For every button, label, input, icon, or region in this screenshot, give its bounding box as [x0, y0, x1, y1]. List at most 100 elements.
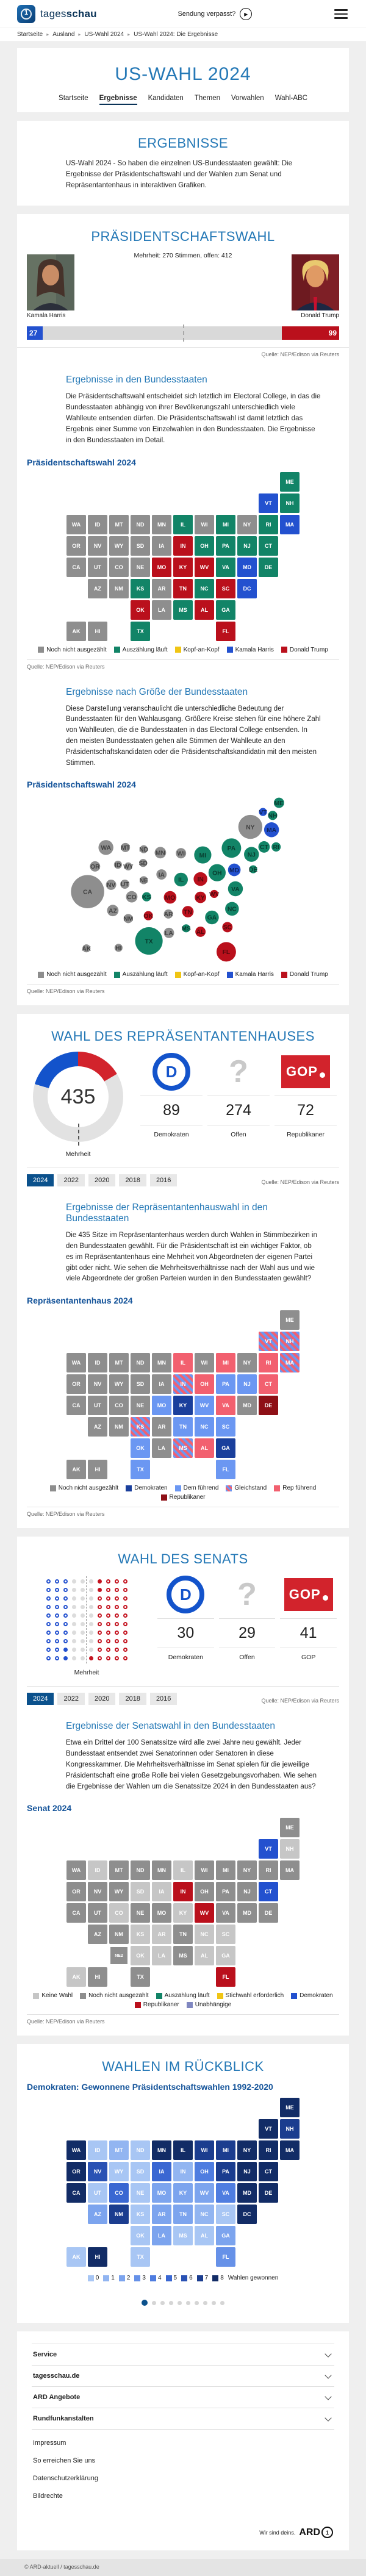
- state-tile-KS[interactable]: KS: [131, 1925, 150, 1945]
- footer-accordion-service[interactable]: Service: [32, 2344, 334, 2365]
- state-tile-SD[interactable]: SD: [131, 2162, 150, 2182]
- state-tile-OK[interactable]: OK: [131, 1946, 150, 1966]
- state-tile-FL[interactable]: FL: [216, 2247, 235, 2267]
- state-bubble-MO[interactable]: MO: [163, 891, 177, 904]
- state-tile-OH[interactable]: OH: [195, 1374, 214, 1394]
- state-tile-WA[interactable]: WA: [66, 514, 86, 534]
- state-tile-OK[interactable]: OK: [131, 1438, 150, 1458]
- state-tile-ID[interactable]: ID: [88, 514, 107, 534]
- state-tile-FL[interactable]: FL: [216, 621, 235, 641]
- state-tile-CA[interactable]: CA: [66, 1396, 86, 1416]
- state-tile-UT[interactable]: UT: [88, 1903, 107, 1923]
- pagination-dot-8[interactable]: [203, 2300, 207, 2305]
- state-tile-TN[interactable]: TN: [173, 1925, 193, 1945]
- state-tile-ND[interactable]: ND: [131, 1860, 150, 1881]
- state-tile-NJ[interactable]: NJ: [237, 1882, 257, 1902]
- state-tile-PA[interactable]: PA: [216, 1374, 235, 1394]
- state-bubble-ND[interactable]: ND: [139, 845, 149, 853]
- state-tile-CO[interactable]: CO: [109, 1396, 129, 1416]
- year-button-2022[interactable]: 2022: [57, 1174, 85, 1187]
- state-tile-AZ[interactable]: AZ: [88, 578, 107, 598]
- pagination-dot-3[interactable]: [160, 2300, 165, 2305]
- state-bubble-WI[interactable]: WI: [176, 848, 187, 859]
- state-tile-DC[interactable]: DC: [237, 2205, 257, 2225]
- state-bubble-KY[interactable]: KY: [195, 892, 207, 903]
- state-tile-TN[interactable]: TN: [173, 2205, 193, 2225]
- state-bubble-WA[interactable]: WA: [98, 840, 113, 855]
- state-tile-NE[interactable]: NE: [131, 2183, 150, 2203]
- state-tile-IN[interactable]: IN: [173, 2162, 193, 2182]
- state-bubble-IL[interactable]: IL: [174, 873, 188, 887]
- state-tile-TX[interactable]: TX: [131, 2247, 150, 2267]
- state-bubble-MD[interactable]: MD: [228, 864, 241, 877]
- state-tile-HI[interactable]: HI: [88, 1967, 107, 1987]
- state-tile-TX[interactable]: TX: [131, 1460, 150, 1480]
- state-tile-SC[interactable]: SC: [216, 2205, 235, 2225]
- tab-ergebnisse[interactable]: Ergebnisse: [99, 95, 137, 105]
- state-tile-AK[interactable]: AK: [66, 2247, 86, 2267]
- state-tile-NC[interactable]: NC: [195, 578, 214, 598]
- state-bubble-MI[interactable]: MI: [194, 846, 212, 864]
- state-bubble-ME[interactable]: ME: [273, 798, 284, 808]
- pagination-dot-1[interactable]: [142, 2300, 148, 2306]
- state-tile-MD[interactable]: MD: [237, 2183, 257, 2203]
- state-tile-OH[interactable]: OH: [195, 536, 214, 556]
- footer-accordion-tagesschau-de[interactable]: tagesschau.de: [32, 2365, 334, 2386]
- state-tile-WA[interactable]: WA: [66, 1353, 86, 1373]
- state-tile-MI[interactable]: MI: [216, 2140, 235, 2161]
- state-tile-AK[interactable]: AK: [66, 621, 86, 641]
- state-tile-VA[interactable]: VA: [216, 2183, 235, 2203]
- state-bubble-CO[interactable]: CO: [126, 891, 138, 903]
- state-tile-NV[interactable]: NV: [88, 1882, 107, 1902]
- state-tile-PA[interactable]: PA: [216, 536, 235, 556]
- state-tile-FL[interactable]: FL: [216, 1967, 235, 1987]
- tagesschau-logo[interactable]: tagesschau: [17, 5, 97, 23]
- state-tile-MO[interactable]: MO: [152, 557, 171, 577]
- state-tile-CO[interactable]: CO: [109, 557, 129, 577]
- state-tile-GA[interactable]: GA: [216, 1946, 235, 1966]
- menu-icon[interactable]: [333, 5, 349, 23]
- state-tile-WY[interactable]: WY: [109, 2162, 129, 2182]
- state-tile-ND[interactable]: ND: [131, 1353, 150, 1373]
- state-tile-DE[interactable]: DE: [259, 1396, 278, 1416]
- state-tile-AR[interactable]: AR: [152, 1925, 171, 1945]
- state-bubble-AR[interactable]: AR: [163, 909, 174, 919]
- state-tile-MT[interactable]: MT: [109, 1860, 129, 1881]
- state-tile-NC[interactable]: NC: [195, 1417, 214, 1437]
- state-tile-NM[interactable]: NM: [109, 1925, 129, 1945]
- state-tile-NE[interactable]: NE: [131, 557, 150, 577]
- state-tile-IA[interactable]: IA: [152, 1882, 171, 1902]
- state-tile-SD[interactable]: SD: [131, 536, 150, 556]
- state-tile-MI[interactable]: MI: [216, 1860, 235, 1881]
- state-tile-MT[interactable]: MT: [109, 1353, 129, 1373]
- state-tile-CT[interactable]: CT: [259, 1882, 278, 1902]
- state-tile-WI[interactable]: WI: [195, 1353, 214, 1373]
- state-tile-NE[interactable]: NE: [131, 1903, 150, 1923]
- state-bubble-MT[interactable]: MT: [121, 843, 131, 853]
- state-tile-NY[interactable]: NY: [237, 514, 257, 534]
- state-tile-NJ[interactable]: NJ: [237, 2162, 257, 2182]
- state-bubble-SC[interactable]: SC: [222, 922, 233, 933]
- state-tile-CT[interactable]: CT: [259, 1374, 278, 1394]
- state-bubble-VA[interactable]: VA: [228, 881, 243, 897]
- state-bubble-HI[interactable]: HI: [114, 944, 123, 952]
- state-bubble-AK[interactable]: AK: [82, 944, 92, 953]
- state-bubble-WV[interactable]: WV: [209, 890, 220, 899]
- state-bubble-IN[interactable]: IN: [193, 872, 207, 886]
- state-tile-WV[interactable]: WV: [195, 557, 214, 577]
- tab-themen[interactable]: Themen: [194, 95, 220, 102]
- state-tile-MN[interactable]: MN: [152, 514, 171, 534]
- state-bubble-WY[interactable]: WY: [123, 863, 134, 871]
- state-tile-MN[interactable]: MN: [152, 1353, 171, 1373]
- state-tile-IN[interactable]: IN: [173, 1374, 193, 1394]
- state-tile-NY[interactable]: NY: [237, 2140, 257, 2161]
- state-tile-MS[interactable]: MS: [173, 2226, 193, 2246]
- state-tile-NY[interactable]: NY: [237, 1860, 257, 1881]
- state-tile-IN[interactable]: IN: [173, 536, 193, 556]
- state-tile-MT[interactable]: MT: [109, 514, 129, 534]
- state-tile-LA[interactable]: LA: [152, 600, 171, 620]
- state-tile-OR[interactable]: OR: [66, 1882, 86, 1902]
- state-tile-OR[interactable]: OR: [66, 1374, 86, 1394]
- state-tile-DC[interactable]: DC: [237, 578, 257, 598]
- state-bubble-NH[interactable]: NH: [268, 811, 278, 820]
